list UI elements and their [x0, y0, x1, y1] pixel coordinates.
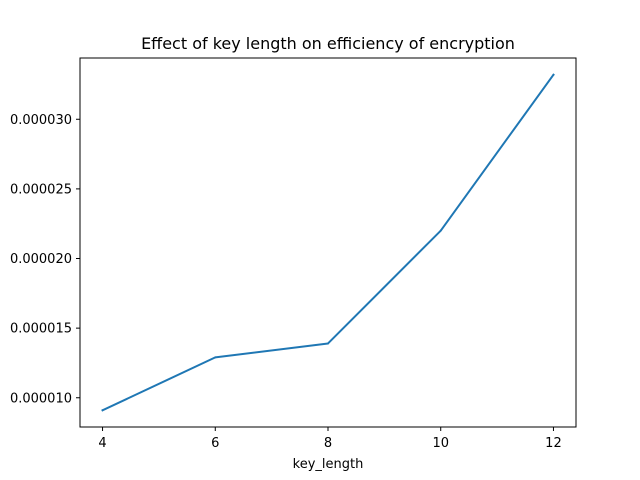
y-tick-label: 0.000025	[10, 182, 72, 197]
data-point	[439, 229, 442, 232]
chart-title: Effect of key length on efficiency of en…	[141, 34, 515, 53]
x-axis-label: key_length	[293, 457, 364, 472]
x-tick-label: 8	[324, 436, 332, 451]
y-tick-label: 0.000010	[10, 391, 72, 406]
x-tick-label: 4	[98, 436, 106, 451]
data-point	[552, 73, 555, 76]
y-tick-label: 0.000020	[10, 252, 72, 267]
x-tick-label: 10	[432, 436, 449, 451]
axes-frame	[79, 57, 577, 428]
y-tick-label: 0.000015	[10, 322, 72, 337]
data-point	[101, 409, 104, 412]
plot-area: 4 6 8 10 12 0.000010 0.000015 0.000020 0.000025 0…	[10, 57, 577, 451]
x-tick-label: 12	[545, 436, 562, 451]
y-tick-label: 0.000030	[10, 113, 72, 128]
data-point	[214, 356, 217, 359]
data-point	[327, 342, 329, 345]
x-tick-label: 6	[211, 436, 219, 451]
series-line-0	[101, 73, 555, 412]
